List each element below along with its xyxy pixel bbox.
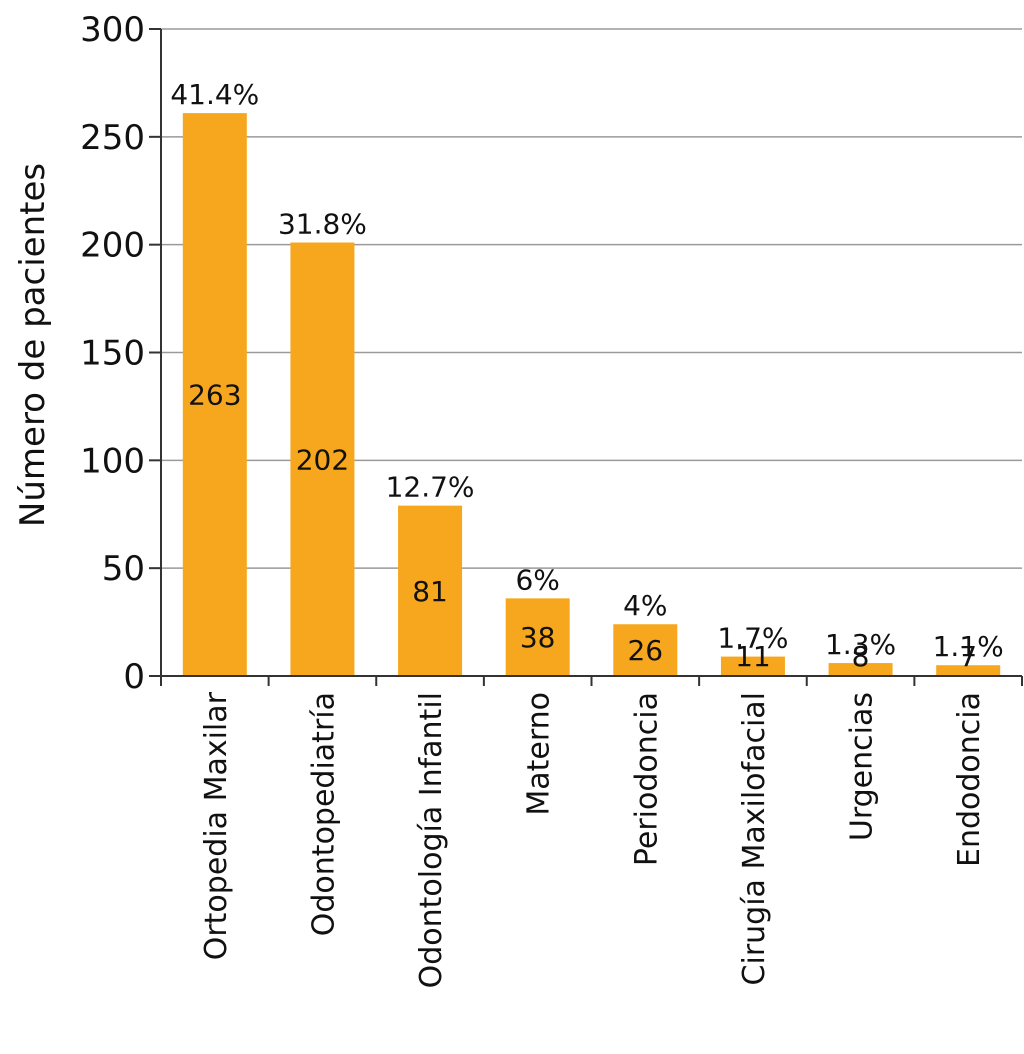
y-tick-label: 150	[80, 334, 145, 374]
labels: 0 50 100 150 200 250 300 41.4% 263 Ortopedia Maxi…	[80, 10, 1004, 988]
value-label: 11	[735, 640, 771, 673]
x-tick-label: Periodoncia	[629, 692, 664, 866]
x-tick-label: Cirugía Maxilofacial	[737, 692, 772, 985]
y-tick-label: 300	[80, 10, 145, 50]
axes	[149, 28, 1023, 686]
percent-label: 1.7%	[717, 622, 788, 655]
bar	[936, 665, 1001, 676]
value-label: 26	[627, 634, 663, 667]
percent-label: 41.4%	[170, 78, 259, 111]
x-tick-label: Urgencias	[845, 692, 880, 841]
x-tick-label: Odontología Infantil	[414, 692, 449, 988]
percent-label: 1.1%	[933, 630, 1004, 663]
value-label: 7	[959, 640, 977, 673]
x-tick-label: Materno	[522, 692, 557, 816]
bar	[613, 624, 678, 676]
bar	[290, 242, 355, 676]
gridlines	[161, 28, 1022, 569]
percent-label: 6%	[515, 563, 559, 596]
bar	[505, 598, 570, 676]
value-label: 38	[520, 621, 556, 654]
percent-label: 4%	[623, 589, 667, 622]
y-tick-label: 100	[80, 441, 145, 481]
value-label: 263	[188, 379, 241, 412]
x-tick-label: Endodoncia	[952, 692, 987, 867]
percent-label: 12.7%	[386, 471, 475, 504]
y-tick-label: 50	[102, 549, 145, 589]
value-label: 202	[296, 443, 349, 476]
bar	[720, 656, 785, 676]
bar	[398, 505, 463, 676]
value-label: 8	[852, 640, 870, 673]
y-axis-label: Número de pacientes	[13, 163, 53, 527]
bars	[182, 113, 1001, 677]
percent-label: 1.3%	[825, 628, 896, 661]
percent-label: 31.8%	[278, 208, 367, 241]
bar	[182, 113, 247, 677]
x-tick-label: Odontopediatría	[306, 692, 341, 936]
y-tick-label: 250	[80, 118, 145, 158]
x-tick-label: Ortopedia Maxilar	[199, 691, 234, 960]
y-tick-label: 200	[80, 226, 145, 266]
bar	[828, 663, 893, 676]
y-tick-label: 0	[123, 657, 145, 697]
value-label: 81	[412, 575, 448, 608]
